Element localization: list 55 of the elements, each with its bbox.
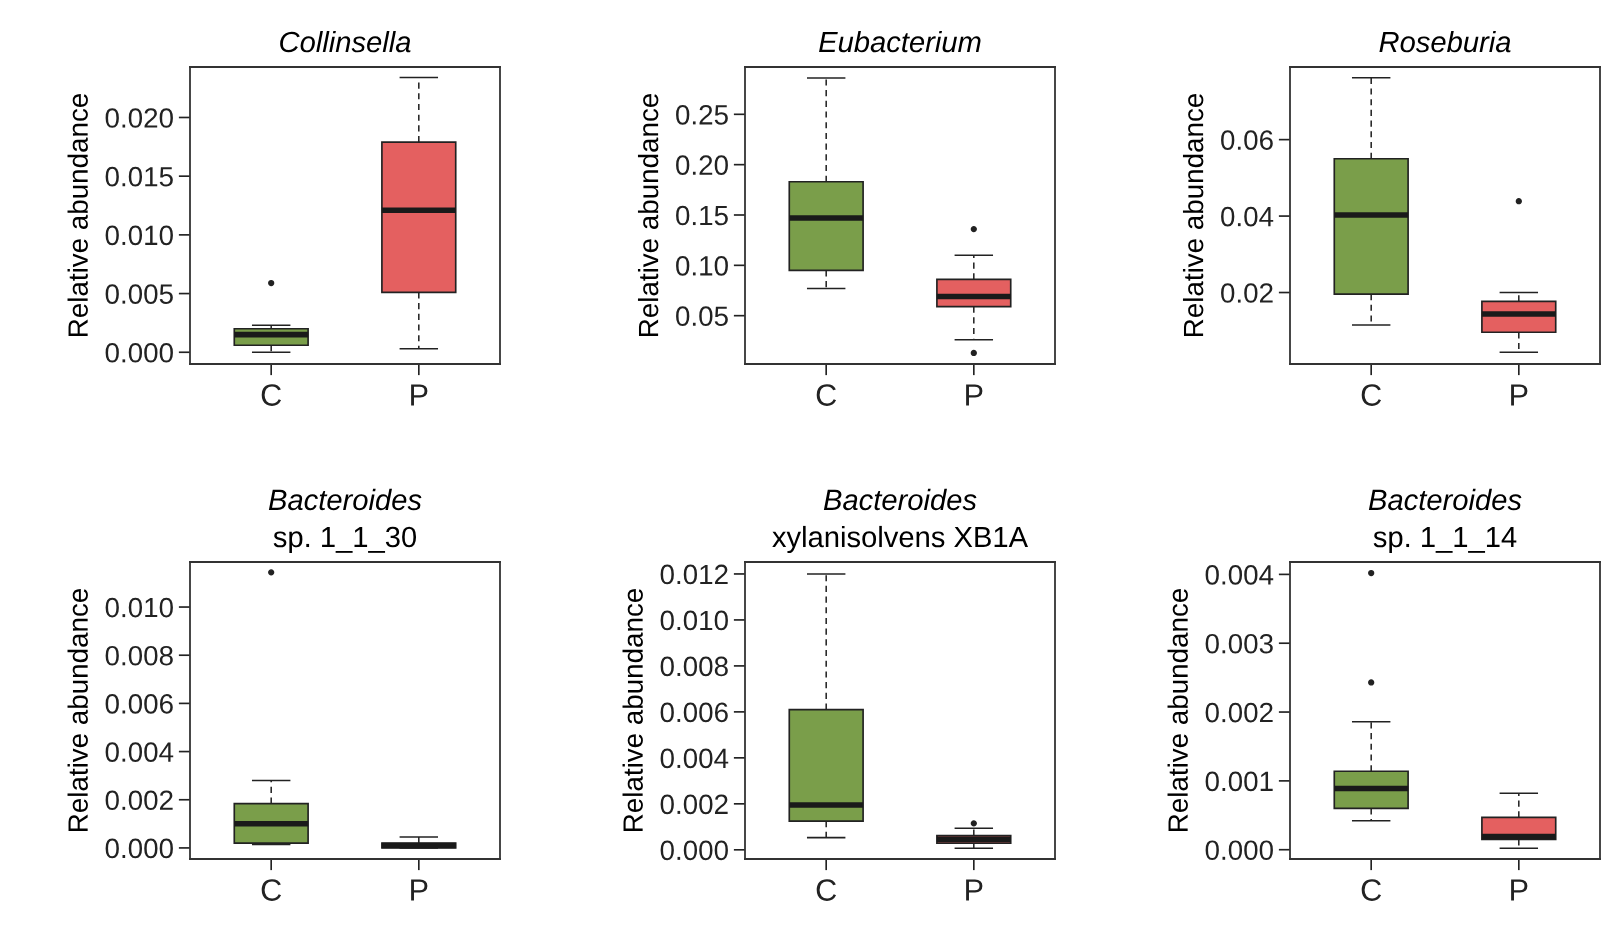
y-tick-label: 0.002 — [660, 794, 728, 815]
y-tick-label: 0.15 — [676, 205, 728, 226]
y-tick-label: 0.20 — [676, 155, 728, 175]
y-tick-label: 0.012 — [660, 564, 728, 585]
y-tick-label: 0.006 — [105, 694, 173, 714]
y-tick-label: 0.25 — [676, 104, 728, 125]
x-tick-label: C — [816, 384, 837, 406]
y-tick-label: 0.010 — [660, 610, 728, 631]
x-tick-label: C — [261, 384, 282, 406]
y-tick-label: 0.008 — [660, 656, 728, 677]
y-tick-label: 0.000 — [1205, 840, 1273, 861]
y-tick-label: 0.005 — [105, 284, 173, 304]
chart-title: Bacteroides sp. 1_1_30 — [268, 488, 422, 554]
x-tick-label: P — [966, 879, 983, 901]
y-tick-label: 0.003 — [1205, 633, 1273, 654]
y-axis-title: Relative abundance — [622, 588, 643, 831]
y-axis-title: Relative abundance — [1167, 588, 1188, 831]
x-tick-label: C — [261, 879, 282, 901]
chart-title: Collinsella — [280, 30, 411, 53]
y-tick-label: 0.000 — [105, 838, 173, 859]
x-tick-label: C — [816, 879, 837, 901]
y-tick-label: 0.020 — [105, 108, 173, 128]
y-axis-title: Relative abundance — [67, 93, 88, 336]
y-tick-label: 0.004 — [660, 748, 729, 769]
y-tick-label: 0.002 — [1205, 702, 1273, 723]
y-tick-label: 0.015 — [105, 166, 173, 187]
y-tick-label: 0.04 — [1221, 206, 1274, 227]
y-axis-title: Relative abundance — [67, 588, 88, 831]
x-tick-label: P — [411, 879, 428, 901]
y-tick-label: 0.008 — [105, 645, 173, 666]
y-tick-label: 0.010 — [105, 225, 173, 246]
x-tick-label: P — [966, 384, 983, 406]
chart-title: Eubacterium — [819, 30, 981, 53]
y-tick-label: 0.05 — [676, 306, 728, 327]
y-tick-label: 0.004 — [1205, 565, 1274, 585]
y-tick-label: 0.002 — [105, 790, 173, 811]
y-tick-label: 0.06 — [1221, 130, 1273, 150]
y-tick-label: 0.10 — [676, 256, 728, 276]
y-tick-label: 0.000 — [660, 840, 728, 861]
y-axis-title: Relative abundance — [1182, 93, 1204, 336]
chart-title: Roseburia — [1379, 30, 1511, 53]
y-axis-title: Relative abundance — [637, 93, 659, 336]
x-tick-label: P — [1511, 384, 1528, 406]
x-tick-label: P — [411, 384, 428, 406]
x-tick-label: C — [1361, 879, 1382, 901]
chart-title: Bacteroides sp. 1_1_14 — [1368, 488, 1522, 554]
x-tick-label: P — [1511, 879, 1528, 901]
y-tick-label: 0.010 — [105, 597, 173, 618]
y-tick-label: 0.006 — [660, 702, 728, 723]
y-tick-label: 0.004 — [105, 742, 174, 762]
y-tick-label: 0.000 — [105, 342, 173, 363]
y-tick-label: 0.001 — [1205, 771, 1273, 792]
x-tick-label: C — [1361, 384, 1382, 406]
y-tick-label: 0.02 — [1221, 283, 1273, 303]
chart-title: Bacteroides xylanisolvens XB1A — [772, 488, 1029, 554]
